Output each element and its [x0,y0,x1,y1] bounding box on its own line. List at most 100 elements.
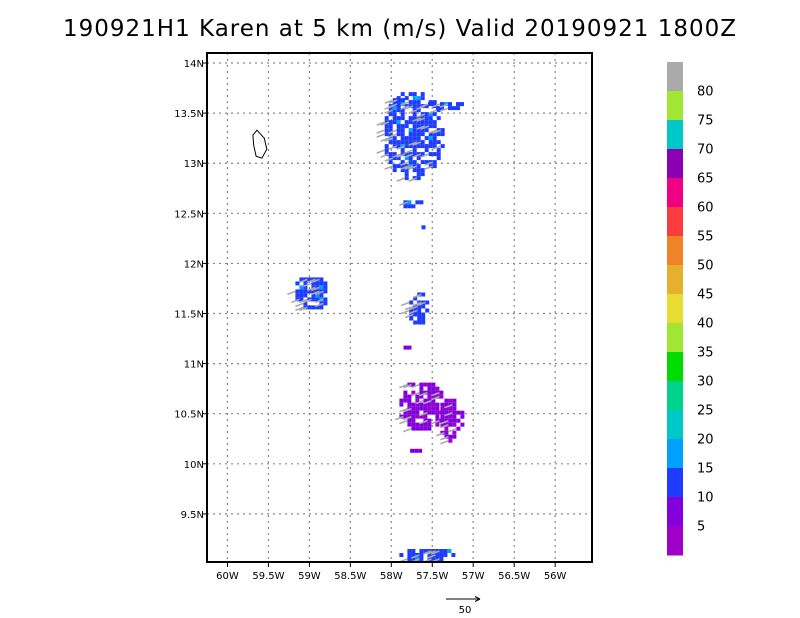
wind-cell [448,438,453,443]
colorbar-segment [667,91,683,121]
wind-cell [407,410,412,415]
wind-vector [420,153,429,158]
wind-cell [388,120,393,125]
wind-cell [440,410,445,415]
wind-cell [428,144,433,149]
wind-vector [423,550,432,555]
wind-cell [408,160,413,165]
wind-cell [415,406,420,411]
y-tick-label: 10N [184,460,204,471]
wind-cell [319,277,324,282]
wind-cell [431,386,436,391]
wind-vector [408,165,417,170]
colorbar-label: 80 [697,85,714,100]
wind-vector [431,550,440,555]
wind-cell [432,136,437,141]
wind-vector [416,301,426,307]
wind-cell [411,557,416,561]
wind-vector [315,302,324,308]
wind-cell [421,312,426,317]
wind-cell [392,152,397,157]
wind-cell [431,410,436,415]
wind-vector [411,383,420,389]
wind-cell [408,156,413,161]
wind-cell [396,132,401,137]
y-tick-label: 11N [184,360,204,371]
wind-cell [419,402,424,407]
wind-cell [323,301,328,306]
wind-cell [452,406,457,411]
wind-cell [411,410,416,415]
wind-cell [400,132,405,137]
wind-vector [419,411,428,417]
wind-cell [299,293,304,298]
wind-vector [415,399,424,405]
wind-vector [411,391,420,397]
wind-vector [428,109,437,114]
wind-cell [420,140,425,145]
colorbar-segment [667,294,683,324]
wind-cell [448,406,453,411]
wind-cell [295,293,300,298]
wind-cell [411,418,416,423]
wind-cell [411,382,416,387]
wind-cell [295,289,300,294]
wind-cell [448,422,453,427]
wind-cell [443,553,448,557]
wind-cell [436,106,440,111]
wind-cell [427,426,432,431]
wind-cell [435,410,440,415]
wind-cell [439,549,444,553]
wind-vector [388,103,398,108]
wind-vector [419,103,429,108]
wind-cell [423,549,428,553]
wind-cell [400,168,405,173]
wind-cell [440,128,445,133]
wind-cell [408,128,413,133]
wind-cell [416,96,421,101]
wind-cell [419,426,424,431]
wind-cell [403,390,408,395]
wind-cell [400,98,405,103]
wind-cell [440,418,445,423]
wind-cell [436,140,441,145]
wind-cell [420,128,425,133]
wind-vector [400,309,410,315]
wind-cell [407,200,412,205]
wind-cell [404,96,409,101]
colorbar-segment [667,410,683,440]
wind-vector [376,121,385,126]
wind-cell [439,557,444,561]
wind-vector [440,419,449,425]
wind-cell [435,386,440,391]
wind-cell [388,160,393,165]
wind-vector [384,137,393,142]
wind-cell [411,204,416,209]
wind-vector [400,165,409,170]
wind-cell [295,281,300,286]
wind-cell [400,116,405,121]
wind-cell [452,398,457,403]
plot-frame [206,52,593,563]
wind-vector [303,298,312,304]
wind-cell [456,410,461,415]
wind-vector [412,117,421,122]
wind-vector [408,141,417,146]
wind-cell [432,132,437,137]
wind-cell [443,549,448,553]
wind-cell [420,160,425,165]
wind-cell [423,382,428,387]
wind-cell [412,120,417,125]
wind-cell [427,394,432,399]
wind-vector [384,109,393,114]
wind-cell [440,132,445,137]
wind-cell [303,289,308,294]
colorbar-label: 60 [697,201,714,216]
wind-vector [439,107,449,112]
wind-cell [452,410,457,415]
wind-cell [416,172,421,177]
wind-cell [420,172,425,177]
wind-region [399,549,456,561]
wind-cell [384,148,389,153]
wind-cell [435,553,440,557]
